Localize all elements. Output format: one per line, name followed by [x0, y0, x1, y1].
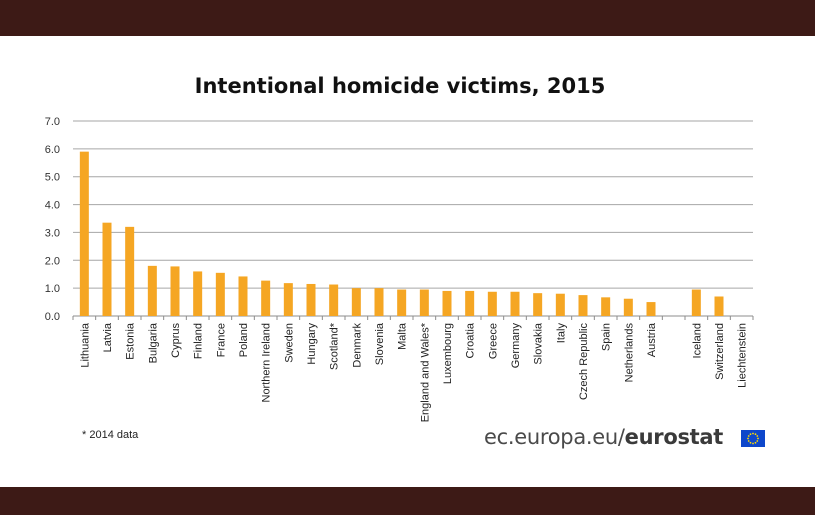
y-tick-label: 4.0	[45, 200, 60, 212]
x-tick-label: Germany	[510, 323, 522, 369]
x-tick-label: Austria	[646, 322, 658, 357]
x-tick-label: Iceland	[691, 323, 703, 358]
y-tick-label: 0.0	[45, 311, 60, 323]
bar	[510, 291, 520, 316]
bar	[555, 293, 565, 316]
x-tick-label: Spain	[601, 323, 613, 351]
bar	[215, 272, 225, 316]
bar	[465, 290, 475, 316]
bar	[442, 290, 452, 316]
top-banner	[0, 0, 815, 36]
eu-stars-icon	[747, 432, 759, 445]
footnote: * 2014 data	[82, 429, 139, 441]
x-tick-label: Slovenia	[374, 322, 386, 365]
y-tick-label: 2.0	[45, 255, 60, 267]
bar	[147, 265, 157, 316]
bar	[623, 298, 633, 316]
x-tick-label: Denmark	[351, 323, 363, 368]
x-tick-label: Estonia	[125, 322, 137, 360]
x-tick-label: Croatia	[465, 322, 477, 358]
x-tick-label: Cyprus	[170, 323, 182, 358]
x-tick-label: Northern Ireland	[261, 323, 273, 403]
bar	[306, 283, 316, 316]
bar	[397, 289, 407, 316]
bar	[79, 151, 89, 316]
x-tick-label: Lithuania	[79, 322, 91, 368]
x-tick-label: Poland	[238, 323, 250, 357]
x-tick-label: Netherlands	[623, 323, 635, 383]
bar	[351, 288, 361, 316]
bar	[261, 280, 271, 316]
x-tick-label: Luxembourg	[442, 323, 454, 384]
x-tick-label: Switzerland	[714, 323, 726, 380]
bar	[533, 293, 543, 316]
bar	[329, 284, 339, 316]
y-tick-label: 5.0	[45, 172, 60, 184]
x-tick-label: Italy	[555, 323, 567, 344]
chart-title: Intentional homicide victims, 2015	[194, 74, 606, 98]
x-tick-label: Malta	[397, 322, 409, 350]
bottom-banner	[0, 487, 815, 515]
x-tick-label: Sweden	[283, 323, 295, 363]
x-tick-label: Hungary	[306, 323, 318, 365]
bar	[374, 288, 384, 316]
bar	[691, 289, 701, 316]
bar	[125, 226, 135, 316]
brand-name: eurostat	[624, 425, 724, 449]
bar	[714, 296, 724, 316]
bar	[578, 295, 588, 316]
x-tick-label: Latvia	[102, 322, 114, 352]
eurostat-logo-text: ec.europa.eu/eurostat	[484, 425, 723, 449]
x-tick-label: England and Wales*	[419, 322, 431, 422]
bar	[238, 276, 248, 316]
eu-flag-icon	[741, 430, 765, 447]
bar	[487, 291, 497, 316]
bar	[283, 283, 293, 316]
x-tick-label: Scotland*	[329, 322, 341, 370]
bar	[170, 266, 180, 316]
y-tick-label: 6.0	[45, 144, 60, 156]
y-tick-label: 1.0	[45, 283, 60, 295]
x-tick-label: Slovakia	[533, 322, 545, 364]
x-tick-label: France	[215, 323, 227, 357]
bar	[419, 289, 429, 316]
bar	[601, 297, 611, 316]
brand-domain: ec.europa.eu/	[484, 425, 625, 449]
x-tick-label: Greece	[487, 323, 499, 359]
bar	[102, 222, 112, 316]
y-tick-label: 3.0	[45, 227, 60, 239]
x-tick-label: Liechtenstein	[737, 323, 749, 388]
bar	[646, 302, 656, 316]
bar	[193, 271, 203, 316]
x-tick-label: Czech Republic	[578, 323, 590, 401]
x-tick-label: Bulgaria	[147, 322, 159, 363]
x-tick-label: Finland	[193, 323, 205, 359]
y-tick-label: 7.0	[45, 116, 60, 128]
